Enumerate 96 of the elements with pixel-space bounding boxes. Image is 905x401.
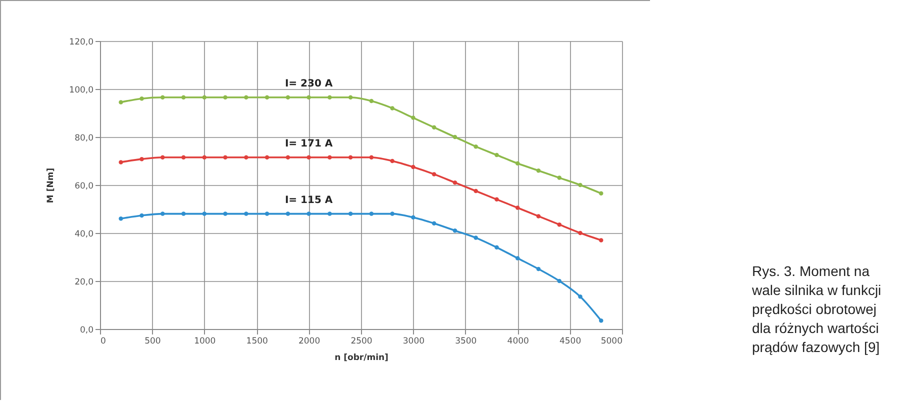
point — [432, 221, 436, 226]
x-tick-label: 0 — [100, 336, 106, 346]
x-axis-title: n [obr/min] — [334, 353, 389, 363]
x-tick-label: 2000 — [298, 336, 320, 346]
point — [348, 212, 353, 216]
point — [306, 95, 311, 100]
text: Rys. 3. Moment na wale silnika w funkcji prędkości obrotowej dla różnych wartości prądów fazowych [9] — [752, 262, 882, 357]
y-axis-title: M [Nm] — [46, 168, 56, 204]
point — [118, 160, 123, 164]
point — [306, 155, 311, 160]
x-tick-label: 4000 — [507, 336, 529, 346]
point — [390, 106, 394, 110]
point — [140, 96, 144, 101]
point — [557, 278, 562, 284]
point — [452, 228, 458, 233]
point — [369, 98, 374, 104]
point — [264, 95, 270, 100]
point — [181, 95, 186, 100]
point — [536, 266, 541, 272]
point — [140, 156, 144, 162]
point — [369, 212, 374, 216]
point — [328, 155, 332, 160]
point — [160, 155, 165, 160]
y-tick-label: 40,0 — [74, 230, 94, 240]
point — [140, 213, 144, 218]
point — [348, 155, 353, 160]
point — [306, 212, 311, 216]
point — [494, 245, 499, 250]
series-label: I= 115 A — [284, 194, 333, 206]
point — [348, 95, 353, 100]
point — [411, 215, 416, 220]
point — [474, 236, 478, 240]
point — [536, 168, 541, 173]
y-tick-label: 80,0 — [74, 134, 94, 144]
x-tick-label: 3000 — [402, 336, 425, 346]
point — [286, 95, 290, 100]
point — [328, 212, 332, 216]
point — [390, 158, 394, 164]
point — [244, 95, 248, 100]
point — [264, 212, 270, 216]
y-tick-label: 20,0 — [74, 278, 94, 288]
point — [244, 212, 248, 216]
point — [181, 212, 186, 216]
point — [515, 161, 520, 166]
point — [578, 182, 582, 188]
y-tick-label: 60,0 — [74, 182, 94, 192]
x-tick-label: 500 — [144, 336, 161, 346]
point — [494, 197, 499, 202]
point — [202, 155, 207, 160]
x-tick-label: 1500 — [246, 336, 268, 346]
point — [411, 116, 416, 120]
point — [515, 206, 520, 210]
x-tick-label: 5000 — [600, 336, 622, 346]
point — [160, 212, 165, 216]
point — [202, 95, 207, 100]
point — [432, 125, 436, 130]
point — [599, 318, 604, 323]
point — [557, 222, 562, 227]
point — [223, 95, 228, 100]
point — [118, 100, 123, 104]
y-tick-label: 120,0 — [69, 38, 94, 48]
point — [411, 164, 416, 170]
x-tick-label: 3500 — [455, 336, 477, 346]
point — [452, 180, 458, 185]
point — [494, 152, 499, 158]
point — [599, 191, 604, 196]
point — [223, 212, 228, 216]
point — [202, 212, 207, 216]
point — [474, 188, 478, 194]
point — [536, 214, 541, 218]
point — [557, 176, 562, 180]
x-tick-label: 2500 — [350, 336, 372, 346]
point — [578, 230, 582, 236]
point — [390, 212, 394, 216]
point — [369, 155, 374, 160]
point — [515, 256, 520, 260]
point — [286, 212, 290, 216]
point — [244, 155, 248, 160]
x-tick-label: 4500 — [559, 336, 582, 346]
point — [223, 155, 228, 160]
series-label: I= 230 A — [284, 78, 333, 90]
point — [432, 172, 436, 176]
y-tick-label: 0,0 — [80, 326, 94, 336]
point — [452, 134, 458, 140]
y-tick-label: 100,0 — [69, 86, 94, 96]
x-tick-label: 1000 — [194, 336, 216, 346]
point — [474, 144, 478, 149]
point — [181, 155, 186, 160]
point — [328, 95, 332, 100]
point — [118, 216, 123, 221]
point — [160, 95, 165, 100]
point — [286, 155, 290, 160]
series-label: I= 171 A — [284, 138, 333, 150]
point — [578, 294, 582, 299]
point — [599, 238, 604, 242]
point — [264, 155, 270, 160]
